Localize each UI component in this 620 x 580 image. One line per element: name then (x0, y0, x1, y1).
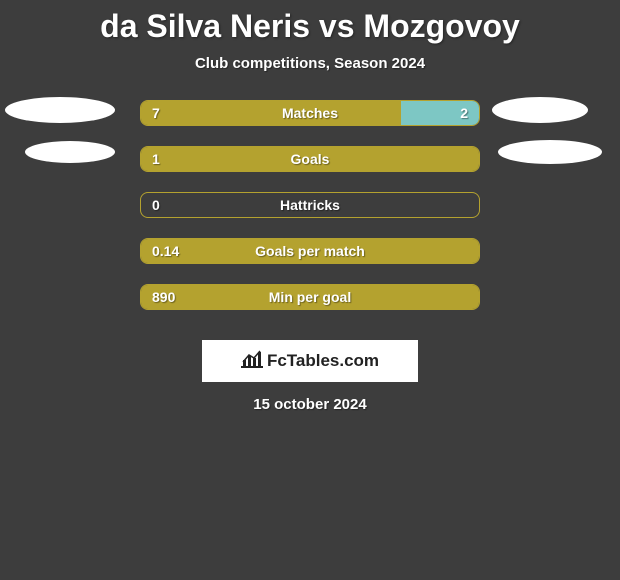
comparison-row: Matches7 2 (0, 100, 620, 146)
metric-label: Goals per match (140, 238, 480, 264)
logo-box[interactable]: FcTables.com (202, 340, 418, 382)
value-left: 1 (152, 146, 160, 172)
player-left-ellipse (25, 141, 115, 163)
comparison-row: Goals per match0.14 (0, 238, 620, 284)
player-right-ellipse (492, 97, 588, 123)
value-right: 2 (460, 100, 468, 126)
value-left: 7 (152, 100, 160, 126)
chart-icon (241, 350, 263, 373)
value-left: 0 (152, 192, 160, 218)
metric-label: Hattricks (140, 192, 480, 218)
comparison-row: Min per goal890 (0, 284, 620, 330)
logo-text: FcTables.com (267, 351, 379, 371)
player-right-ellipse (498, 140, 602, 164)
date-text: 15 october 2024 (0, 396, 620, 413)
comparison-rows: Matches72Goals1Hattricks0Goals per match… (0, 100, 620, 330)
comparison-panel: da Silva Neris vs Mozgovoy Club competit… (0, 0, 620, 580)
comparison-row: Goals1 (0, 146, 620, 192)
metric-label: Goals (140, 146, 480, 172)
metric-label: Matches (140, 100, 480, 126)
player-left-ellipse (5, 97, 115, 123)
comparison-row: Hattricks0 (0, 192, 620, 238)
panel-subtitle: Club competitions, Season 2024 (0, 55, 620, 72)
page-title: da Silva Neris vs Mozgovoy (0, 0, 620, 45)
metric-label: Min per goal (140, 284, 480, 310)
value-left: 0.14 (152, 238, 179, 264)
value-left: 890 (152, 284, 175, 310)
